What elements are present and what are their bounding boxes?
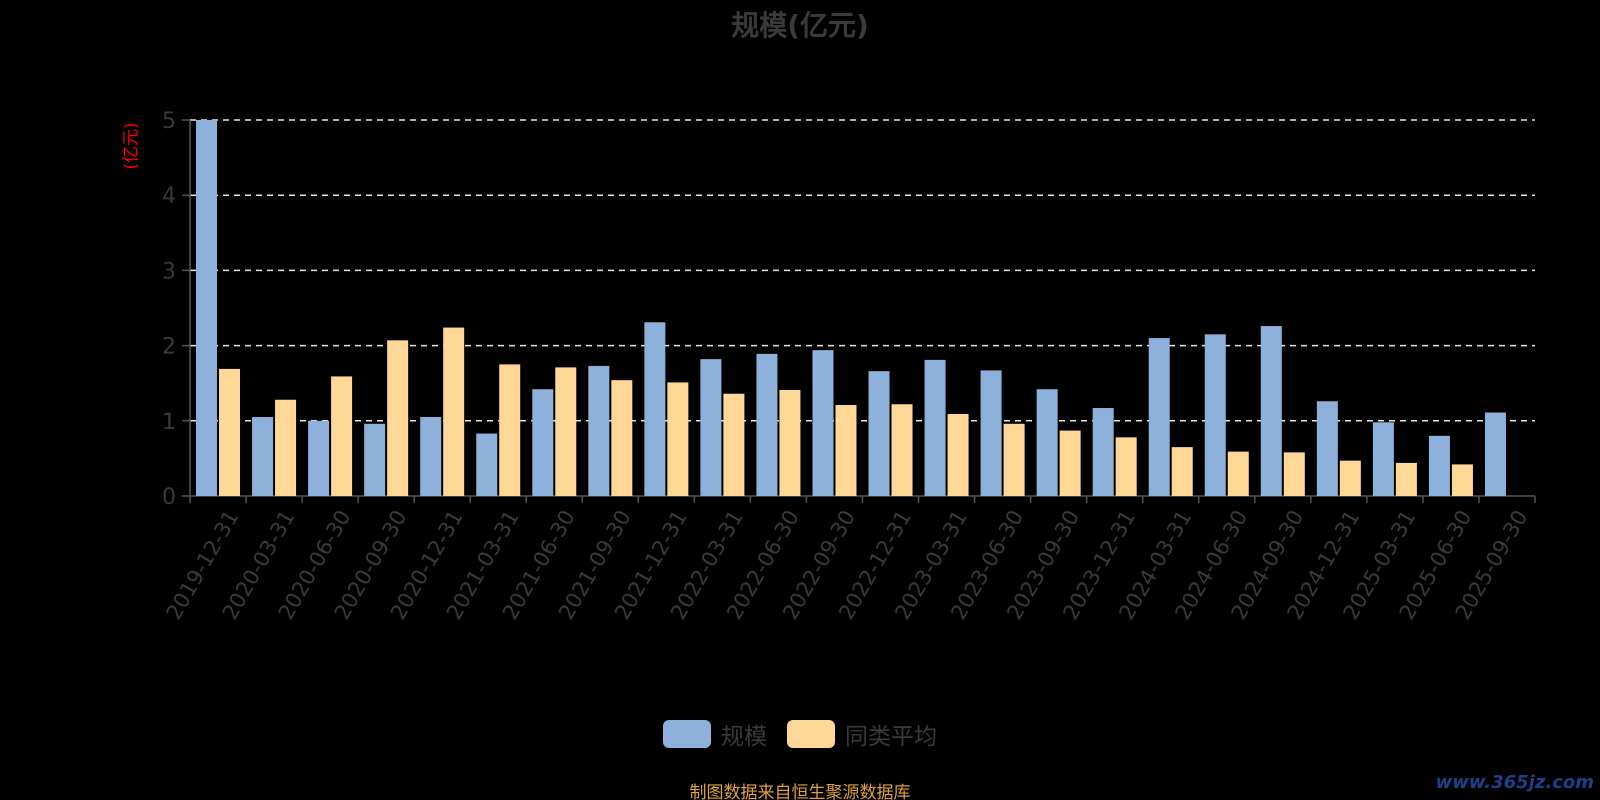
bar-scale-2020-06-30 xyxy=(308,420,330,496)
chart-title: 规模(亿元) xyxy=(731,9,869,42)
bar-peer-average-2020-03-31 xyxy=(275,399,297,496)
bar-peer-average-2022-06-30 xyxy=(779,389,801,496)
bar-peer-average-2021-06-30 xyxy=(555,367,577,496)
bar-scale-2020-03-31 xyxy=(252,417,274,496)
bar-scale-2019-12-31 xyxy=(196,120,218,496)
bar-scale-2021-03-31 xyxy=(476,433,498,496)
watermark: www.365jz.com xyxy=(1435,772,1594,793)
bar-peer-average-2025-06-30 xyxy=(1451,464,1473,496)
bar-peer-average-2021-03-31 xyxy=(499,364,521,496)
tick-labels: 0123452019-12-312020-03-312020-06-302020… xyxy=(162,109,1533,624)
bar-peer-average-2022-09-30 xyxy=(835,405,857,496)
bar-scale-2023-03-31 xyxy=(924,359,946,496)
bar-scale-2025-03-31 xyxy=(1372,422,1394,496)
source-note: 制图数据来自恒生聚源数据库 xyxy=(689,783,911,800)
bar-peer-average-2024-03-31 xyxy=(1171,447,1193,496)
y-tick-label-2: 2 xyxy=(162,335,176,360)
y-tick-label-1: 1 xyxy=(162,410,176,435)
y-tick-label-4: 4 xyxy=(162,184,176,209)
y-tick-label-5: 5 xyxy=(162,109,176,134)
bar-scale-2024-09-30 xyxy=(1260,326,1282,496)
bar-scale-2022-09-30 xyxy=(812,350,834,496)
bar-peer-average-2020-06-30 xyxy=(331,376,353,496)
bar-chart: 0123452019-12-312020-03-312020-06-302020… xyxy=(162,109,1536,624)
bar-scale-2022-03-31 xyxy=(700,359,722,496)
bar-scale-2023-06-30 xyxy=(980,370,1002,496)
bar-scale-2022-12-31 xyxy=(868,371,890,496)
bar-scale-2023-09-30 xyxy=(1036,389,1058,496)
bar-scale-2022-06-30 xyxy=(756,353,778,496)
bar-scale-2021-12-31 xyxy=(644,322,666,496)
bar-peer-average-2021-12-31 xyxy=(667,382,689,496)
bars xyxy=(196,120,1506,496)
bar-scale-2021-06-30 xyxy=(532,389,554,496)
bar-peer-average-2020-12-31 xyxy=(443,327,465,496)
bar-peer-average-2024-06-30 xyxy=(1227,451,1249,496)
legend-swatch-peer-average xyxy=(787,720,835,748)
legend-label-peer-average: 同类平均 xyxy=(845,724,937,750)
bar-peer-average-2019-12-31 xyxy=(219,368,241,496)
bar-scale-2020-12-31 xyxy=(420,417,442,496)
bar-peer-average-2025-03-31 xyxy=(1395,462,1417,496)
legend-item-peer-average[interactable]: 同类平均 xyxy=(787,717,937,751)
legend: 规模 同类平均 xyxy=(0,717,1600,751)
bar-peer-average-2023-09-30 xyxy=(1059,430,1081,496)
bar-peer-average-2023-12-31 xyxy=(1115,437,1137,496)
legend-swatch-scale xyxy=(663,720,711,748)
bar-peer-average-2024-09-30 xyxy=(1283,452,1305,496)
bar-scale-2025-06-30 xyxy=(1428,435,1450,496)
y-tick-label-3: 3 xyxy=(162,259,176,284)
bar-scale-2024-06-30 xyxy=(1204,334,1226,496)
bar-peer-average-2022-03-31 xyxy=(723,393,745,496)
legend-label-scale: 规模 xyxy=(721,724,767,750)
y-tick-label-0: 0 xyxy=(162,485,176,510)
bar-peer-average-2021-09-30 xyxy=(611,380,633,496)
bar-scale-2023-12-31 xyxy=(1092,408,1114,496)
bar-peer-average-2024-12-31 xyxy=(1339,460,1361,496)
bar-peer-average-2022-12-31 xyxy=(891,404,913,496)
bar-peer-average-2023-06-30 xyxy=(1003,423,1025,496)
legend-item-scale[interactable]: 规模 xyxy=(663,717,767,751)
bar-peer-average-2020-09-30 xyxy=(387,340,409,496)
bar-scale-2025-09-30 xyxy=(1484,412,1506,496)
bar-scale-2020-09-30 xyxy=(364,423,386,496)
bar-scale-2024-03-31 xyxy=(1148,338,1170,496)
bar-peer-average-2023-03-31 xyxy=(947,414,969,496)
bar-scale-2021-09-30 xyxy=(588,365,610,496)
grid-lines xyxy=(190,119,1535,422)
axes xyxy=(182,119,1536,503)
bar-scale-2024-12-31 xyxy=(1316,401,1338,496)
